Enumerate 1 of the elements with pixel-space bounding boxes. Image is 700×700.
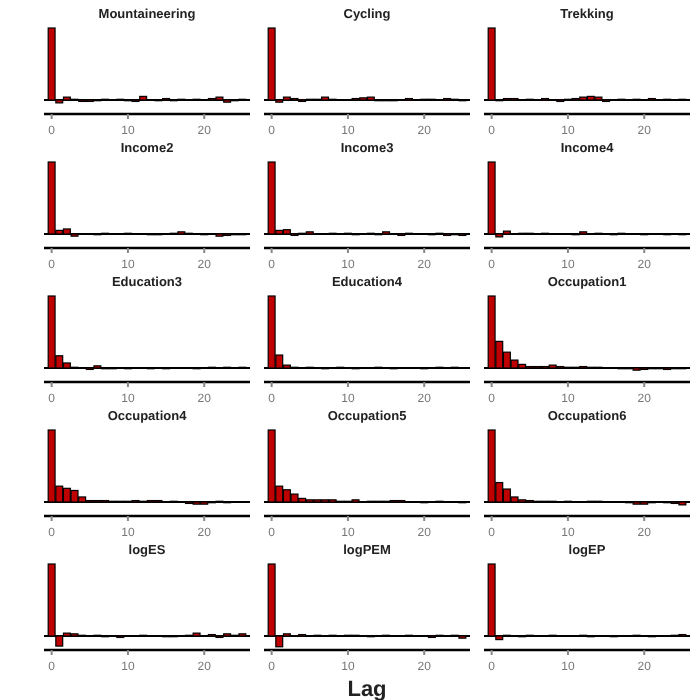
x-axis-title: Lag [347, 678, 387, 700]
